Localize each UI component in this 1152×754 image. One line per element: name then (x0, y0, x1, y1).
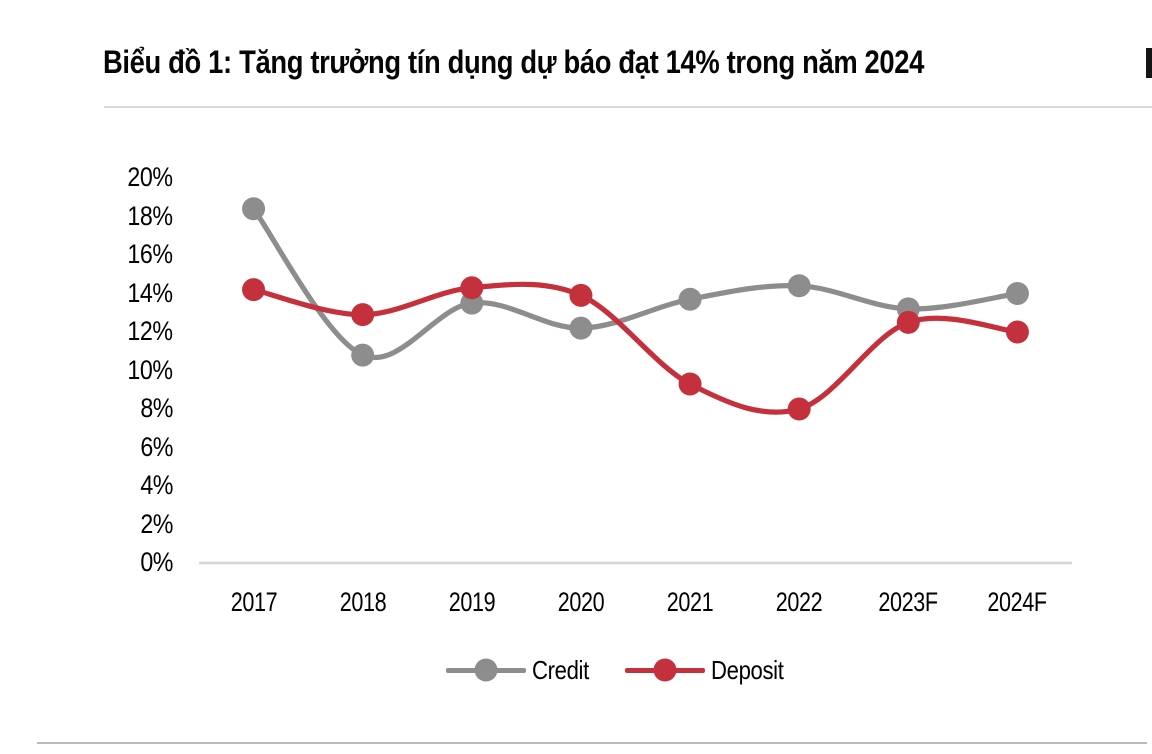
credit-point-2021 (678, 287, 702, 311)
deposit-point-2019 (460, 276, 484, 300)
y-tick-label-16%: 16% (127, 238, 174, 269)
deposit-point-2017 (242, 278, 266, 302)
deposit-point-2021 (678, 372, 702, 396)
credit-point-2017 (242, 197, 266, 221)
legend-marker-credit-icon (446, 658, 526, 682)
credit-point-2018 (351, 343, 375, 367)
y-tick-label-8%: 8% (140, 392, 173, 423)
legend-dot-deposit-icon (653, 658, 677, 682)
y-tick-label-6%: 6% (140, 431, 173, 462)
x-tick-label-2022: 2022 (775, 587, 823, 617)
deposit-point-2018 (351, 303, 375, 327)
y-tick-label-4%: 4% (140, 469, 173, 500)
legend-label-deposit: Deposit (710, 654, 784, 685)
footer-divider-line (37, 742, 1147, 744)
x-tick-label-2018: 2018 (339, 587, 386, 617)
legend-label-credit: Credit (532, 654, 589, 685)
x-tick-label-2020: 2020 (557, 587, 605, 617)
chart-title: Biểu đồ 1: Tăng trưởng tín dụng dự báo đ… (103, 44, 925, 80)
deposit-point-2020 (569, 283, 593, 307)
clipped-next-title-fragment (1146, 48, 1152, 78)
title-divider-line (104, 106, 1152, 108)
legend-item-deposit: Deposit (624, 654, 796, 686)
chart-legend: Credit Deposit (446, 655, 796, 685)
legend-marker-deposit-icon (624, 658, 705, 682)
credit-point-2024F (1005, 282, 1029, 305)
y-tick-label-14%: 14% (127, 277, 174, 308)
x-tick-label-2024F: 2024F (987, 587, 1048, 617)
y-tick-label-10%: 10% (127, 354, 174, 385)
y-tick-label-12%: 12% (127, 315, 174, 346)
y-tick-label-18%: 18% (127, 200, 174, 231)
x-tick-label-2017: 2017 (230, 587, 277, 617)
x-tick-label-2023F: 2023F (878, 587, 939, 617)
y-tick-label-20%: 20% (127, 161, 174, 192)
y-tick-label-2%: 2% (140, 508, 173, 539)
y-tick-label-0%: 0% (140, 546, 173, 577)
deposit-point-2023F (896, 310, 920, 334)
credit-point-2020 (569, 316, 593, 340)
x-tick-label-2019: 2019 (448, 587, 496, 617)
x-tick-label-2021: 2021 (666, 587, 714, 617)
deposit-point-2024F (1005, 320, 1029, 344)
legend-dot-credit-icon (474, 658, 498, 682)
deposit-series-line (250, 281, 1020, 415)
legend-item-credit: Credit (446, 655, 599, 686)
deposit-point-2022 (787, 397, 811, 421)
credit-point-2022 (787, 274, 811, 298)
